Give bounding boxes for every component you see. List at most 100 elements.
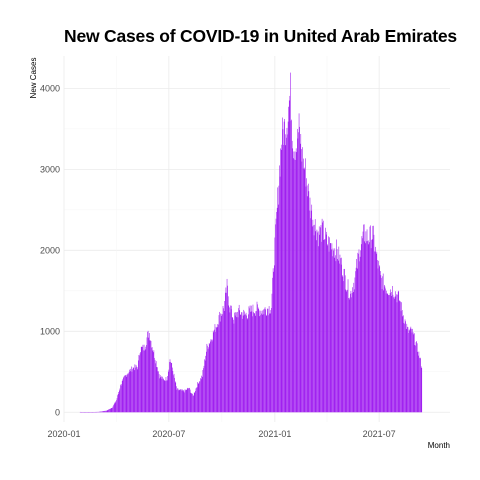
bar: [101, 411, 102, 413]
bar: [110, 408, 112, 413]
bar: [142, 344, 144, 413]
bar: [185, 389, 187, 413]
bar: [317, 232, 318, 413]
bar: [345, 291, 347, 413]
bar: [315, 231, 317, 413]
bar: [166, 380, 167, 413]
bar: [385, 293, 387, 413]
bar: [337, 260, 339, 413]
bar: [201, 376, 203, 413]
bar: [340, 258, 341, 413]
bar: [192, 393, 193, 413]
bar: [207, 345, 208, 413]
bar: [291, 119, 292, 413]
bar: [245, 312, 247, 413]
bar: [413, 334, 415, 413]
bar: [169, 362, 170, 413]
bar: [111, 408, 113, 413]
bar: [339, 254, 341, 413]
bar: [356, 258, 357, 413]
bar: [286, 127, 288, 413]
bar: [171, 362, 173, 413]
bar: [245, 314, 246, 413]
bar: [323, 239, 325, 413]
bar: [129, 368, 131, 413]
bar: [386, 293, 388, 413]
bar: [328, 251, 330, 413]
bar: [378, 265, 380, 413]
bar: [291, 140, 293, 413]
bar: [174, 377, 175, 413]
bar: [123, 376, 125, 413]
bar: [326, 231, 328, 413]
bar: [419, 358, 420, 413]
bar: [310, 210, 312, 413]
bar: [158, 371, 159, 413]
bar: [143, 344, 145, 413]
bar: [321, 241, 322, 413]
bar: [265, 309, 266, 413]
bar: [378, 260, 379, 413]
bar: [296, 152, 298, 413]
bar: [119, 390, 120, 413]
bar: [144, 349, 146, 413]
bar: [332, 256, 333, 413]
bar: [176, 389, 178, 413]
bar: [159, 378, 160, 413]
bar: [186, 388, 188, 413]
bar: [335, 261, 337, 413]
bar: [325, 227, 326, 413]
bar: [362, 231, 364, 413]
bar: [102, 411, 103, 413]
bar: [286, 137, 287, 413]
bar: [264, 307, 266, 413]
bar: [203, 365, 205, 413]
bar: [150, 340, 152, 413]
bar: [304, 169, 306, 413]
bar: [137, 369, 139, 413]
bar: [98, 411, 100, 413]
bar: [120, 384, 121, 413]
bar: [273, 271, 275, 413]
bar: [320, 227, 321, 413]
bar: [321, 218, 323, 413]
bar: [133, 368, 135, 413]
bar: [341, 275, 343, 413]
bar: [182, 389, 184, 413]
bar: [397, 291, 399, 413]
bar: [158, 373, 160, 413]
bar: [234, 315, 236, 413]
bar: [263, 314, 265, 413]
bar: [350, 290, 352, 413]
bar: [379, 266, 381, 413]
bar: [151, 347, 153, 413]
bar: [99, 411, 101, 413]
y-tick-labels: 0 1000 2000 3000 4000: [40, 83, 60, 417]
bar: [191, 393, 193, 413]
bar: [216, 327, 217, 413]
bar: [121, 380, 123, 413]
bar: [210, 341, 211, 413]
bar: [399, 301, 401, 413]
bar: [133, 370, 135, 413]
bar: [224, 301, 226, 413]
bar: [271, 293, 273, 413]
bar: [301, 161, 303, 413]
bar: [183, 391, 185, 413]
bar: [190, 392, 192, 413]
bar: [128, 373, 129, 413]
bar: [331, 243, 333, 413]
bar: [388, 295, 390, 413]
bar: [241, 312, 243, 413]
bar: [215, 326, 217, 413]
bar: [318, 246, 319, 413]
bar: [209, 344, 211, 413]
bar: [415, 345, 416, 413]
bar: [109, 408, 110, 413]
bar: [348, 299, 350, 413]
bar: [276, 207, 278, 413]
bar: [112, 406, 114, 413]
bar: [269, 313, 271, 413]
bar: [251, 311, 253, 413]
bar: [127, 373, 129, 413]
